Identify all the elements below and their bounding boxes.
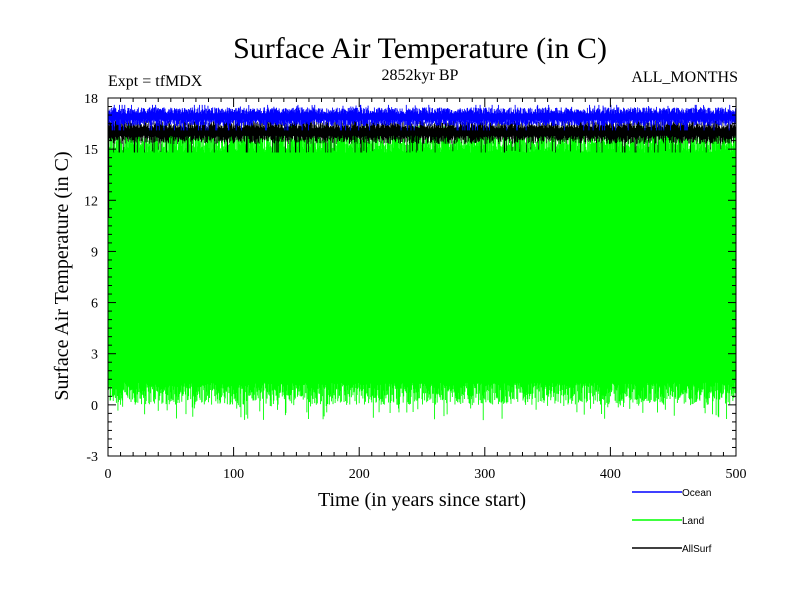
y-tick-label: 18	[84, 92, 98, 107]
chart-title: Surface Air Temperature (in C)	[233, 32, 607, 65]
x-tick-label: 100	[223, 467, 244, 482]
legend-label-ocean: Ocean	[682, 488, 711, 499]
legend: Ocean Land AllSurf	[632, 488, 712, 555]
y-tick-label: 15	[84, 143, 98, 158]
y-tick-label: 9	[91, 245, 98, 260]
y-tick-label: 12	[84, 194, 98, 209]
x-tick-label: 300	[474, 467, 495, 482]
y-tick-label: 0	[91, 399, 98, 414]
months-label: ALL_MONTHS	[631, 69, 738, 86]
x-tick-label: 200	[349, 467, 370, 482]
y-tick-label: -3	[86, 450, 98, 465]
period-label: 2852kyr BP	[382, 67, 459, 84]
legend-label-allsurf: AllSurf	[682, 544, 712, 555]
plot-area: -3 0 3 6 9 12 15 18 0 100 200 300 400 500	[84, 92, 747, 482]
x-axis-label: Time (in years since start)	[318, 489, 526, 511]
x-tick-label: 0	[105, 467, 112, 482]
y-tick-label: 3	[91, 348, 98, 363]
legend-label-land: Land	[682, 516, 704, 527]
experiment-label: Expt = tfMDX	[108, 73, 203, 90]
y-tick-label: 6	[91, 297, 98, 312]
y-axis-label: Surface Air Temperature (in C)	[51, 151, 73, 400]
series-land	[107, 125, 737, 421]
x-tick-label: 400	[600, 467, 621, 482]
x-tick-label: 500	[726, 467, 747, 482]
